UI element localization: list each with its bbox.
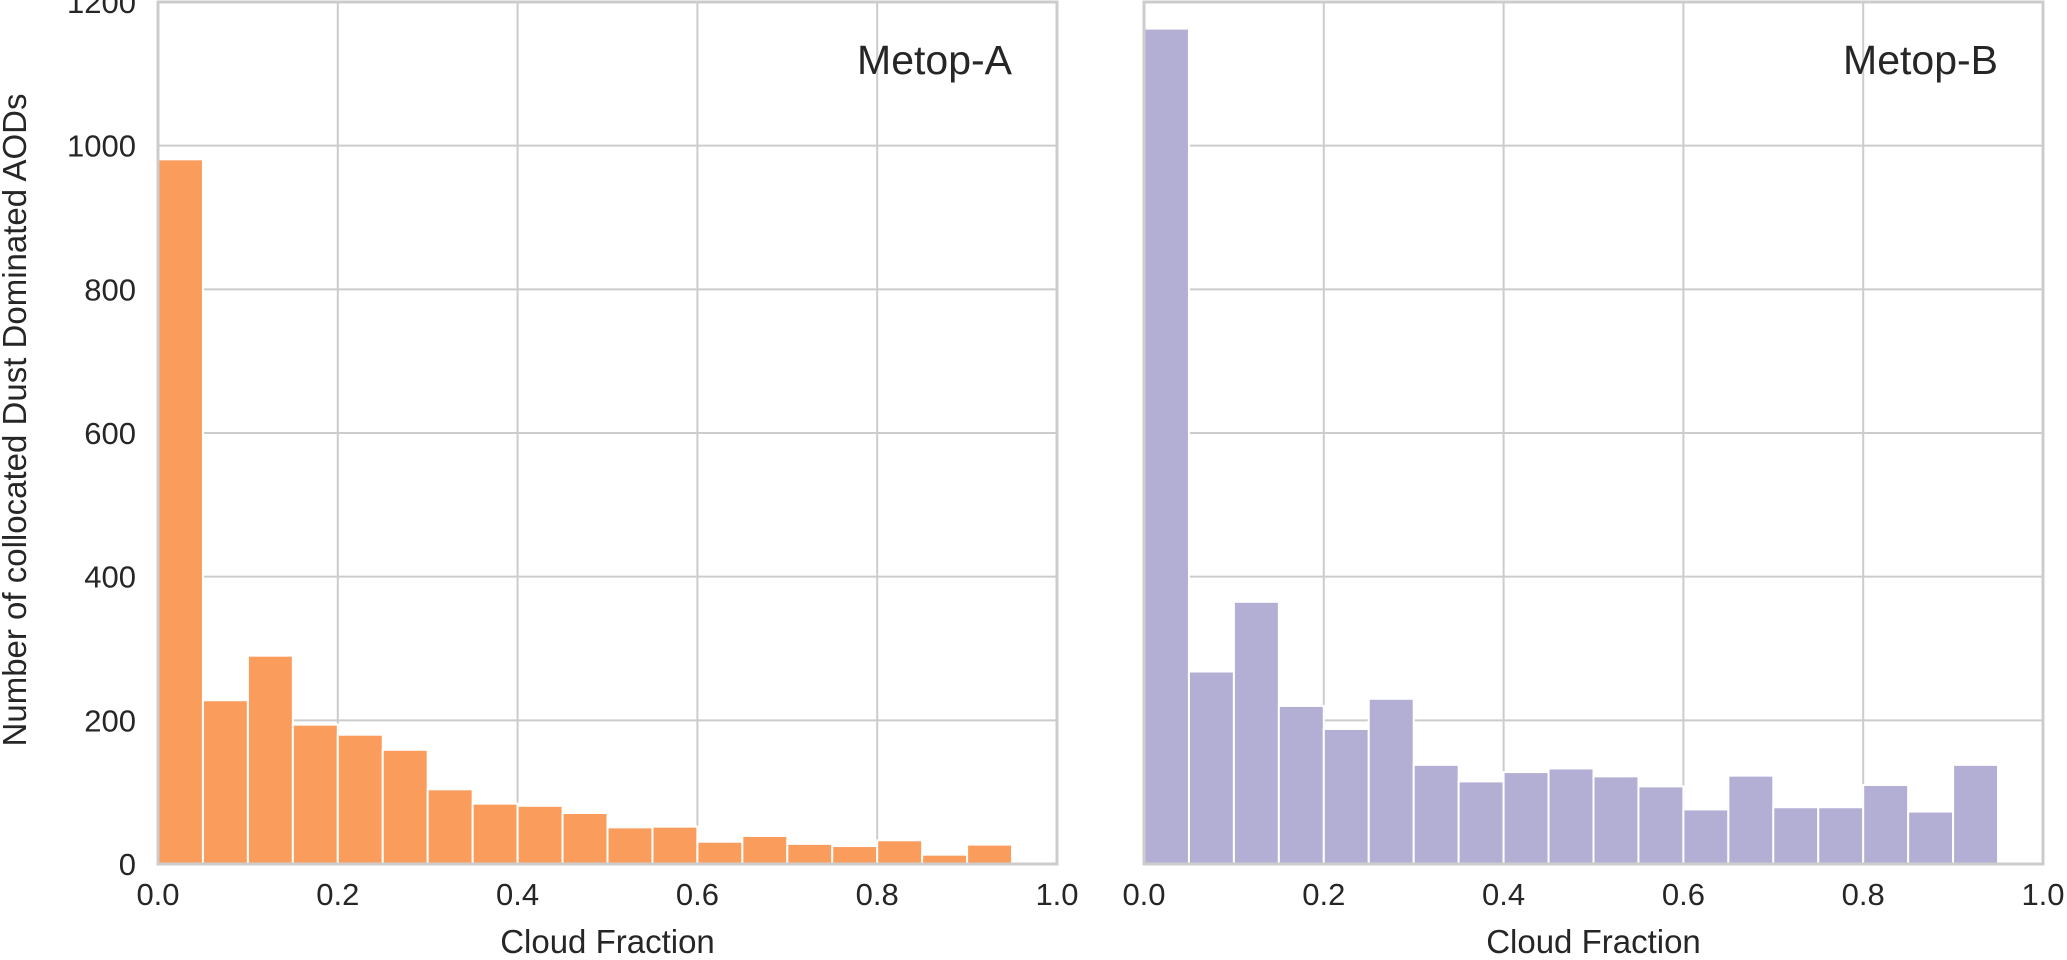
panel-0-y-tick-label: 800 [84, 272, 136, 307]
panel-0-bar [741, 834, 789, 865]
panel-0-bar [606, 826, 654, 865]
panel-0-x-tick-label: 0.0 [136, 877, 179, 912]
panel-1-x-axis-label: Cloud Fraction [1486, 923, 1701, 960]
panel-0-y-tick-label: 1000 [67, 129, 136, 164]
panel-1-x-tick-label: 0.6 [1662, 877, 1705, 912]
panel-1-bar [1727, 774, 1775, 866]
panel-1-bar [1322, 727, 1370, 865]
panel-0-bar [966, 843, 1014, 865]
panel-0-x-tick-label: 0.8 [856, 877, 899, 912]
panel-1-bar [1367, 697, 1415, 865]
panel-1-title: Metop-B [1843, 37, 1998, 83]
panel-1-bar [1277, 704, 1325, 866]
panel-0-frame [156, 0, 1059, 866]
panel-0-bar [876, 839, 924, 865]
panel-metop-a: 0.0 0.2 0.4 0.6 0.8 1.0 0 200 400 600 800 1000 1200 C… [67, 0, 1079, 960]
panel-0-bar [381, 748, 429, 865]
panel-0-bar [516, 804, 564, 866]
panel-0-x-tick-label: 0.2 [316, 877, 359, 912]
panel-1-frame [1142, 0, 2045, 866]
panel-0-bar [246, 654, 294, 866]
panel-1-bar [1952, 763, 2000, 865]
panel-0-x-tick-label: 0.6 [676, 877, 719, 912]
panel-0-bar [157, 158, 204, 865]
panel-1-x-tick-label: 0.4 [1482, 877, 1525, 912]
panel-1-bar [1592, 775, 1640, 866]
panel-1-bar [1682, 808, 1730, 866]
panel-1-bar [1457, 780, 1505, 865]
panel-0-y-tick-label: 200 [84, 703, 136, 738]
panel-0-title: Metop-A [857, 37, 1013, 83]
panel-0-x-tick-label: 1.0 [1035, 877, 1078, 912]
panel-1-bar [1637, 785, 1685, 865]
panel-0-y-tick-label: 600 [84, 416, 136, 451]
panel-0-bar [696, 840, 744, 866]
panel-1-x-tick-label: 1.0 [2021, 877, 2064, 912]
panel-0-x-tick-label: 0.4 [496, 877, 539, 912]
panel-0-bar [426, 788, 474, 865]
panel-1-bar [1907, 810, 1955, 865]
panel-0-bar [336, 733, 384, 866]
panel-0-bar [291, 723, 339, 865]
panel-1-bar [1232, 600, 1280, 866]
panel-0-bar [786, 842, 834, 865]
panel-1-bar [1862, 783, 1910, 866]
panel-1-bar [1502, 771, 1550, 866]
panel-1-bar [1547, 767, 1595, 865]
panel-0-bar [201, 699, 249, 865]
panel-0-x-axis-label: Cloud Fraction [500, 923, 715, 960]
panel-0-y-tick-label: 1200 [67, 0, 136, 20]
y-axis-label: Number of collocated Dust Dominated AODs [0, 94, 33, 747]
panel-1-bar [1412, 763, 1460, 865]
panel-0-y-tick-label: 0 [119, 847, 136, 882]
panel-1-bar [1817, 806, 1865, 865]
panel-0-bar [471, 802, 519, 865]
panel-1-x-tick-label: 0.0 [1122, 877, 1165, 912]
panel-0-bar [651, 825, 699, 865]
panel-1-bar [1772, 806, 1820, 865]
panel-1-x-tick-label: 0.2 [1302, 877, 1345, 912]
panel-1-bar [1143, 27, 1190, 866]
panel-metop-b: 0.0 0.2 0.4 0.6 0.8 1.0 Cloud Fraction Metop-B [1122, 0, 2065, 960]
panel-1-bar [1187, 670, 1235, 866]
panel-0-y-tick-label: 400 [84, 560, 136, 595]
panel-1-x-tick-label: 0.8 [1842, 877, 1885, 912]
panel-0-bar [561, 811, 609, 866]
panel-0-bar [831, 845, 879, 866]
